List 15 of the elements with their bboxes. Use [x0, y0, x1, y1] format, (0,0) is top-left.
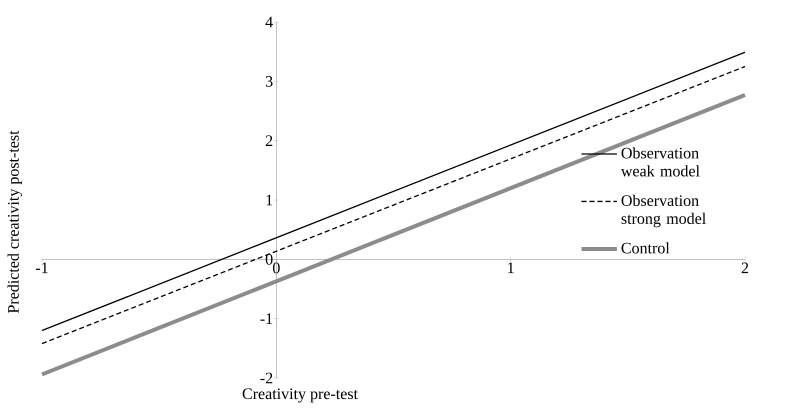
- y-tick-label: 2: [266, 135, 272, 146]
- y-tick-label: 4: [265, 16, 273, 28]
- legend-label: Observation strong model: [622, 194, 706, 228]
- x-tick-label: -1: [36, 262, 48, 274]
- legend-label: Control: [622, 242, 670, 254]
- x-tick-label: 0: [272, 262, 280, 274]
- legend-label: Observation weak model: [620, 147, 700, 176]
- x-axis-title: Creativity pre-test: [242, 388, 358, 402]
- y-axis-title: Predicted creativity post-test: [8, 130, 22, 314]
- y-tick-label: -2: [260, 372, 272, 384]
- x-tick-label: 1: [508, 262, 514, 274]
- y-tick-label: 3: [266, 76, 273, 87]
- x-tick-label: 2: [742, 262, 748, 274]
- y-tick-label: -1: [260, 313, 272, 324]
- y-tick-label: 1: [266, 194, 272, 206]
